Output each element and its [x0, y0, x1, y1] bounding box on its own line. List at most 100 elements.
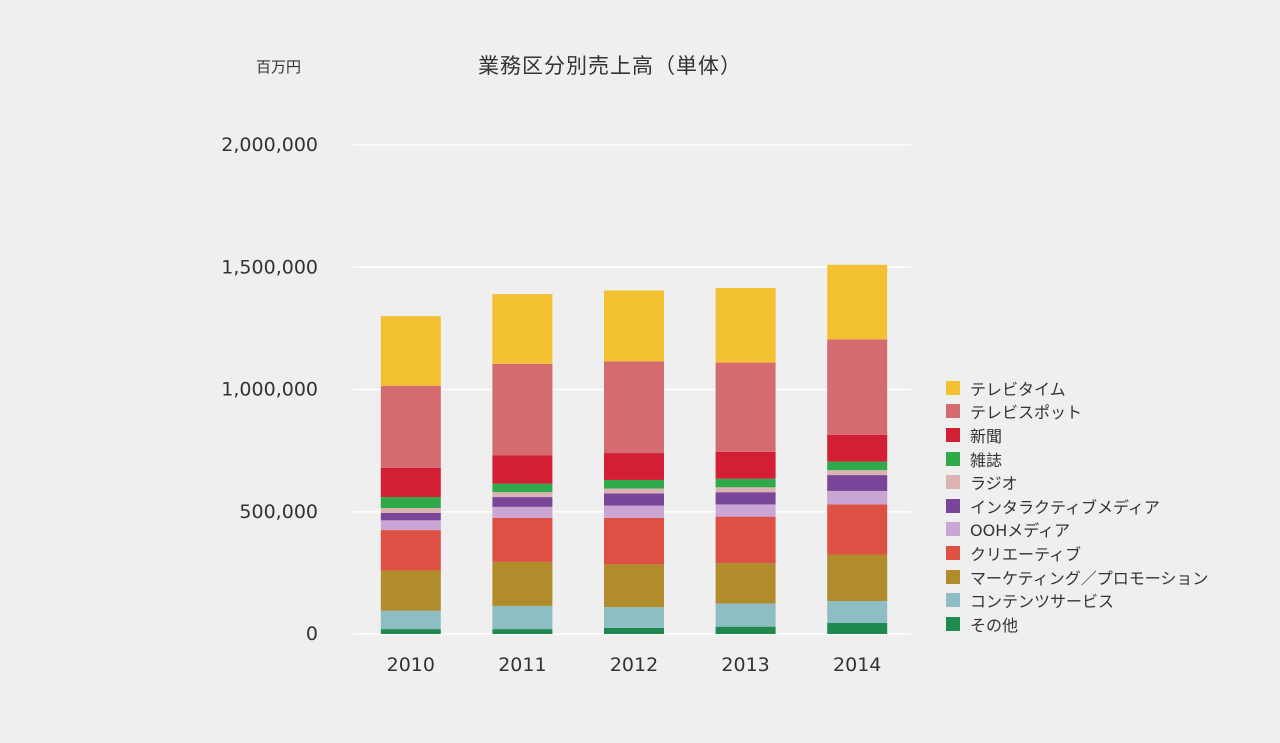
legend-swatch	[946, 475, 960, 490]
bar-segment	[492, 455, 553, 484]
bar-segment	[380, 467, 441, 498]
bar-segment	[380, 385, 441, 468]
bar-segment	[492, 629, 553, 634]
bar-segment	[715, 478, 776, 488]
bar-segment	[380, 508, 441, 513]
legend-item: クリエーティブ	[946, 541, 1208, 565]
bar-segment	[492, 492, 553, 498]
bar-segment	[604, 488, 664, 494]
bar-segment	[604, 479, 664, 489]
bar-segment	[492, 561, 553, 606]
legend-item: マーケティング／プロモーション	[946, 565, 1208, 589]
y-tick-label: 2,000,000	[221, 134, 318, 156]
bar-stacks	[380, 264, 888, 634]
legend-swatch	[946, 616, 960, 631]
x-tick-label: 2011	[498, 654, 546, 676]
legend-label: OOHメディア	[970, 521, 1071, 541]
bar-segment	[715, 563, 776, 604]
bar-segment	[827, 470, 888, 476]
bar-segment	[380, 520, 441, 531]
bar-segment	[604, 607, 664, 628]
bar-segment	[492, 483, 553, 493]
legend-swatch	[946, 498, 960, 513]
legend-swatch	[946, 569, 960, 584]
legend-item: 新聞	[946, 423, 1208, 447]
y-tick-label: 1,000,000	[221, 379, 318, 401]
y-tick-label: 0	[306, 623, 318, 645]
bar-segment	[604, 290, 664, 362]
bar-segment	[604, 361, 664, 454]
bar-segment	[715, 487, 776, 493]
legend-swatch	[946, 427, 960, 442]
bar-segment	[827, 475, 888, 491]
legend-label: マーケティング／プロモーション	[970, 568, 1209, 588]
bar-segment	[715, 288, 776, 363]
legend-swatch	[946, 545, 960, 560]
bar-segment	[492, 497, 553, 507]
legend-label: インタラクティブメディア	[970, 497, 1160, 517]
bar-segment	[380, 497, 441, 509]
bar-segment	[380, 629, 441, 634]
bar-segment	[715, 362, 776, 452]
y-tick-label: 500,000	[239, 501, 318, 523]
bar-segment	[827, 339, 888, 435]
legend-swatch	[946, 593, 960, 608]
bar-segment	[715, 603, 776, 627]
bar-segment	[380, 570, 441, 611]
legend-label: コンテンツサービス	[970, 592, 1115, 612]
legend-swatch	[946, 380, 960, 395]
legend-item: テレビタイム	[946, 376, 1208, 400]
x-axis-tick-labels: 2010 2011 2012 2013 2014	[387, 654, 882, 676]
legend: テレビタイム テレビスポット 新聞 雑誌 ラジオ インタラクティブメディア OOHメディアク…	[946, 376, 1208, 636]
legend-label: 雑誌	[970, 450, 1003, 470]
y-axis-unit-label: 百万円	[256, 58, 302, 76]
legend-item: OOHメディア	[946, 518, 1208, 542]
bar-segment	[492, 506, 553, 518]
bar-segment	[827, 600, 888, 623]
legend-swatch	[946, 404, 960, 419]
bar-segment	[604, 564, 664, 608]
legend-swatch	[946, 451, 960, 466]
bar-segment	[715, 451, 776, 479]
bar-segment	[380, 512, 441, 521]
bar-segment	[492, 294, 553, 364]
bar-segment	[827, 434, 888, 462]
legend-label: その他	[970, 615, 1019, 635]
bar-segment	[827, 622, 888, 634]
bar-segment	[715, 516, 776, 564]
bar-segment	[492, 363, 553, 456]
bar-segment	[604, 505, 664, 518]
y-tick-label: 1,500,000	[221, 256, 318, 278]
bar-segment	[827, 264, 888, 340]
legend-item: その他	[946, 612, 1208, 636]
bar-segment	[604, 493, 664, 506]
bar-segment	[715, 504, 776, 517]
bar-segment	[827, 554, 888, 601]
bar-segment	[380, 316, 441, 386]
bar-segment	[827, 504, 888, 555]
x-tick-label: 2013	[721, 654, 769, 676]
bar-segment	[827, 490, 888, 505]
bar-segment	[380, 610, 441, 630]
x-tick-label: 2010	[387, 654, 435, 676]
bar-segment	[492, 517, 553, 562]
bar-segment	[715, 492, 776, 505]
legend-item: 雑誌	[946, 447, 1208, 471]
legend-label: テレビタイム	[970, 379, 1066, 399]
legend-item: コンテンツサービス	[946, 588, 1208, 612]
bar-segment	[492, 605, 553, 630]
legend-item: ラジオ	[946, 470, 1208, 494]
legend-label: 新聞	[970, 426, 1003, 446]
chart-title: 業務区分別売上高（単体）	[478, 54, 742, 78]
legend-item: インタラクティブメディア	[946, 494, 1208, 518]
bar-segment	[827, 461, 888, 471]
x-tick-label: 2012	[610, 654, 658, 676]
bar-segment	[715, 626, 776, 634]
bar-segment	[380, 530, 441, 571]
bar-segment	[604, 517, 664, 565]
legend-swatch	[946, 522, 960, 537]
legend-label: クリエーティブ	[970, 544, 1082, 564]
bar-segment	[604, 453, 664, 480]
